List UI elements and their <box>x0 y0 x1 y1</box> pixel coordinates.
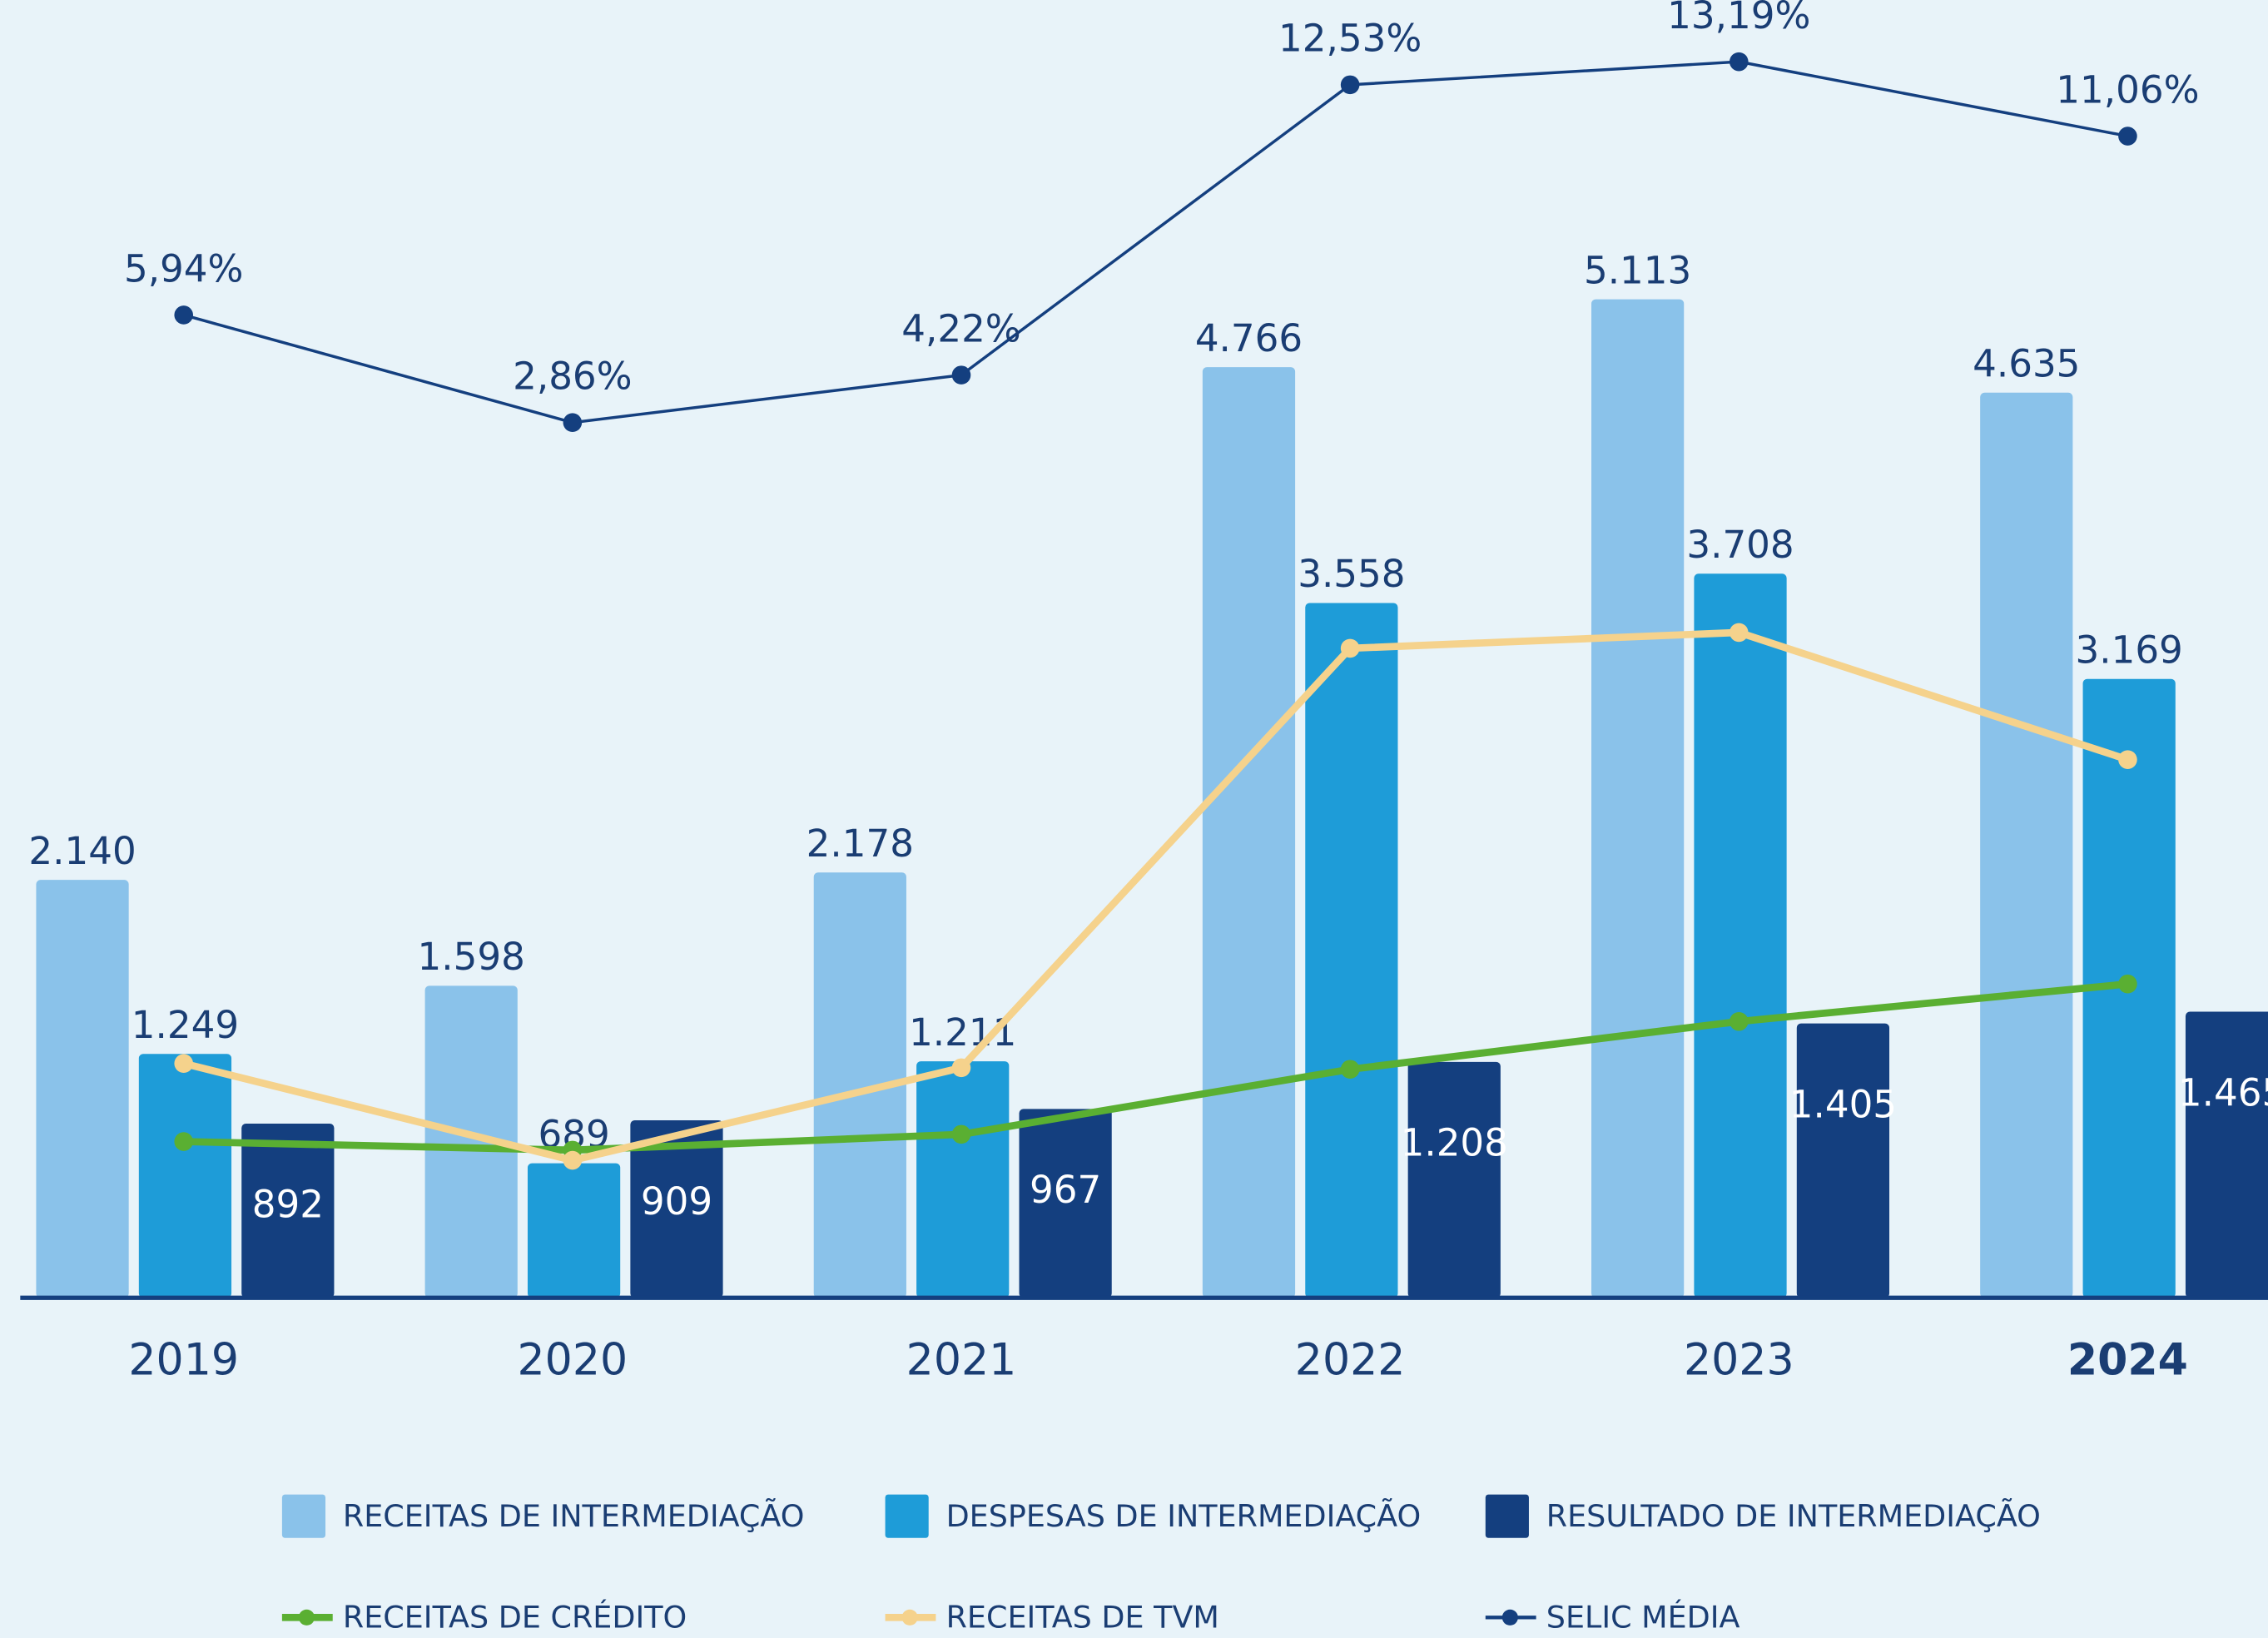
bar <box>916 1061 1010 1298</box>
x-tick-label: 2020 <box>518 1335 628 1385</box>
value-label: 1.211 <box>909 1010 1016 1055</box>
legend-dot <box>1501 1609 1518 1626</box>
point <box>951 365 971 385</box>
value-label: 967 <box>1030 1168 1101 1212</box>
bar <box>1796 1023 1890 1298</box>
value-label: 3.169 <box>2075 628 2182 672</box>
bar <box>36 880 129 1298</box>
bar <box>424 985 518 1298</box>
line <box>183 60 2128 424</box>
legend-label: SELIC MÉDIA <box>1546 1599 1740 1636</box>
value-label: 13,19% <box>1667 0 1810 37</box>
value-label: 2.178 <box>806 821 914 866</box>
point <box>174 1054 194 1073</box>
value-label: 4.766 <box>1195 316 1303 360</box>
bar <box>1202 367 1296 1298</box>
value-label: 2.140 <box>28 829 136 873</box>
x-tick-label: 2024 <box>2067 1335 2188 1385</box>
value-label: 892 <box>252 1183 324 1227</box>
bar <box>813 872 906 1298</box>
legend-label: RECEITAS DE INTERMEDIAÇÃO <box>343 1497 805 1534</box>
value-label: 1.598 <box>418 935 525 979</box>
bar <box>1305 603 1398 1298</box>
bar <box>2185 1011 2268 1298</box>
point <box>1729 623 1749 643</box>
bar <box>1019 1109 1112 1298</box>
value-label: 5.113 <box>1584 248 1691 292</box>
point <box>1340 75 1360 95</box>
value-label: 5,94% <box>124 246 244 290</box>
bar <box>1980 392 2073 1298</box>
value-label: 1.249 <box>132 1003 239 1047</box>
value-label: 3.558 <box>1298 552 1405 596</box>
value-label: 1.405 <box>1789 1082 1897 1126</box>
line <box>183 980 2128 1154</box>
legend-dot <box>901 1609 918 1626</box>
value-label: 4,22% <box>901 306 1021 350</box>
value-label: 3.708 <box>1686 523 1794 567</box>
x-tick-label: 2023 <box>1684 1335 1794 1385</box>
bar <box>1407 1061 1501 1298</box>
bar <box>138 1054 232 1298</box>
point <box>563 413 583 432</box>
bar <box>527 1163 621 1298</box>
legend-swatch <box>885 1494 929 1538</box>
legend-label: RECEITAS DE CRÉDITO <box>343 1599 687 1636</box>
value-label: 1.465 <box>2178 1070 2268 1114</box>
point <box>2118 127 2137 146</box>
x-tick-label: 2022 <box>1295 1335 1406 1385</box>
point <box>563 1150 583 1170</box>
point <box>2118 974 2137 994</box>
value-label: 12,53% <box>1278 17 1422 61</box>
bar <box>1694 573 1787 1298</box>
point <box>1340 1060 1360 1080</box>
value-label: 11,06% <box>2056 67 2199 112</box>
point <box>951 1058 971 1078</box>
legend-swatch <box>1485 1494 1529 1538</box>
point <box>1729 1011 1749 1031</box>
value-label: 909 <box>641 1179 712 1224</box>
point <box>1729 52 1749 72</box>
value-label: 2,86% <box>513 355 633 399</box>
point <box>2118 750 2137 769</box>
legend-swatch <box>281 1494 326 1538</box>
legend-label: RECEITAS DE TVM <box>946 1600 1219 1636</box>
point <box>174 305 194 325</box>
value-label: 4.635 <box>1973 342 2080 386</box>
bar <box>241 1123 335 1298</box>
x-tick-label: 2019 <box>128 1335 239 1385</box>
point <box>174 1132 194 1151</box>
point <box>951 1124 971 1144</box>
x-tick-label: 2021 <box>906 1335 1017 1385</box>
legend-label: DESPESAS DE INTERMEDIAÇÃO <box>946 1497 1422 1534</box>
value-label: 1.208 <box>1401 1121 1508 1165</box>
legend-dot <box>298 1609 315 1626</box>
bar <box>630 1119 723 1298</box>
point <box>1340 638 1360 658</box>
bar <box>1591 299 1685 1298</box>
line <box>182 628 2129 1164</box>
legend-label: RESULTADO DE INTERMEDIAÇÃO <box>1546 1497 2041 1534</box>
